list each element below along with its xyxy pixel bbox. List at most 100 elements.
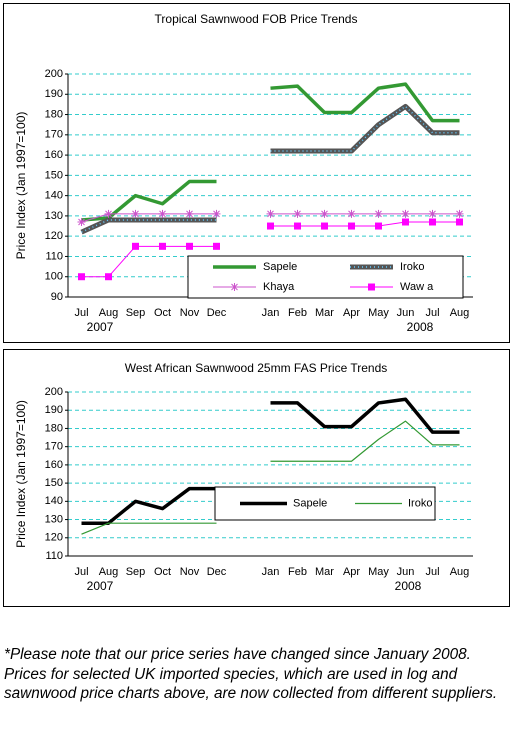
y-tick-label: 200: [45, 386, 63, 398]
year-label: 2008: [407, 320, 434, 334]
marker: [78, 273, 85, 281]
legend-label: Waw a: [400, 281, 434, 293]
y-tick-label: 120: [45, 230, 63, 242]
marker: [158, 209, 167, 218]
x-tick-label: Feb: [288, 307, 307, 319]
marker: [321, 222, 328, 230]
y-tick-label: 160: [45, 459, 63, 471]
marker: [212, 209, 221, 218]
series-line: [81, 221, 460, 278]
marker: [374, 209, 383, 218]
marker: [186, 242, 193, 250]
y-tick-label: 170: [45, 441, 63, 453]
y-tick-label: 90: [51, 291, 63, 303]
x-tick-label: Jul: [74, 307, 88, 319]
marker: [294, 222, 301, 230]
x-tick-label: Apr: [343, 566, 360, 578]
x-tick-label: Jun: [397, 307, 415, 319]
y-axis-label: Price Index (Jan 1997=100): [14, 400, 28, 548]
marker: [402, 218, 409, 226]
x-tick-label: Jan: [262, 566, 280, 578]
y-tick-label: 100: [45, 271, 63, 283]
marker: [347, 209, 356, 218]
marker: [267, 222, 274, 230]
x-tick-label: Aug: [450, 307, 470, 319]
x-tick-label: Jul: [74, 566, 88, 578]
year-label: 2007: [87, 579, 114, 593]
y-tick-label: 120: [45, 532, 63, 544]
series-line-pattern: [81, 105, 460, 233]
x-tick-label: Mar: [315, 566, 334, 578]
y-tick-label: 140: [45, 495, 63, 507]
marker: [429, 218, 436, 226]
x-tick-label: Aug: [99, 566, 119, 578]
legend-label: Sapele: [293, 497, 327, 509]
chart-title: West African Sawnwood 25mm FAS Price Tre…: [125, 361, 388, 375]
series-line: [81, 397, 460, 525]
y-tick-label: 170: [45, 129, 63, 141]
marker: [456, 218, 463, 226]
y-tick-label: 180: [45, 422, 63, 434]
marker: [401, 209, 410, 218]
marker: [266, 209, 275, 218]
y-tick-label: 130: [45, 210, 63, 222]
marker: [320, 209, 329, 218]
x-tick-label: May: [368, 307, 389, 319]
marker: [455, 209, 464, 218]
y-tick-label: 190: [45, 404, 63, 416]
legend-label: Khaya: [263, 281, 295, 293]
chart-frame: [3, 349, 510, 607]
x-tick-label: Jul: [425, 566, 439, 578]
legend-label: Iroko: [400, 261, 424, 273]
legend-box: [187, 255, 464, 299]
y-tick-label: 190: [45, 88, 63, 100]
marker: [348, 222, 355, 230]
y-tick-label: 180: [45, 108, 63, 120]
y-tick-label: 130: [45, 513, 63, 525]
x-tick-label: Feb: [288, 566, 307, 578]
y-tick-label: 110: [45, 550, 63, 562]
series-line: [81, 420, 460, 535]
series-line: [81, 82, 460, 222]
charts: Tropical Sawnwood FOB Price Trends 90 100 1…: [3, 3, 510, 607]
year-label: 2008: [395, 579, 422, 593]
marker: [77, 217, 86, 226]
y-tick-label: 200: [45, 68, 63, 80]
y-axis-label: Price Index (Jan 1997=100): [14, 112, 28, 260]
x-tick-label: Sep: [126, 307, 146, 319]
year-label: 2007: [87, 320, 114, 334]
x-tick-label: Nov: [180, 566, 200, 578]
marker: [375, 222, 382, 230]
x-tick-label: Oct: [154, 307, 171, 319]
x-tick-label: Nov: [180, 307, 200, 319]
marker: [428, 209, 437, 218]
series-line: [81, 213, 460, 223]
x-tick-label: Aug: [450, 566, 470, 578]
x-tick-label: Dec: [207, 307, 227, 319]
legend-marker: [230, 283, 239, 291]
marker: [105, 273, 112, 281]
marker: [293, 209, 302, 218]
marker: [213, 242, 220, 250]
y-tick-label: 150: [45, 477, 63, 489]
y-tick-label: 150: [45, 169, 63, 181]
x-tick-label: Jun: [397, 566, 415, 578]
x-tick-label: Oct: [154, 566, 171, 578]
legend-marker: [368, 283, 375, 291]
x-tick-label: Sep: [126, 566, 146, 578]
x-tick-label: Dec: [207, 566, 227, 578]
marker: [104, 209, 113, 218]
y-tick-label: 160: [45, 149, 63, 161]
y-tick-label: 140: [45, 190, 63, 202]
footnote: *Please note that our price series have …: [4, 646, 498, 703]
chart-title: Tropical Sawnwood FOB Price Trends: [155, 12, 358, 26]
x-tick-label: Jan: [262, 307, 280, 319]
marker: [185, 209, 194, 218]
marker: [132, 242, 139, 250]
x-tick-label: Apr: [343, 307, 360, 319]
marker: [131, 209, 140, 218]
x-tick-label: Mar: [315, 307, 334, 319]
x-tick-label: May: [368, 566, 389, 578]
x-tick-label: Jul: [425, 307, 439, 319]
